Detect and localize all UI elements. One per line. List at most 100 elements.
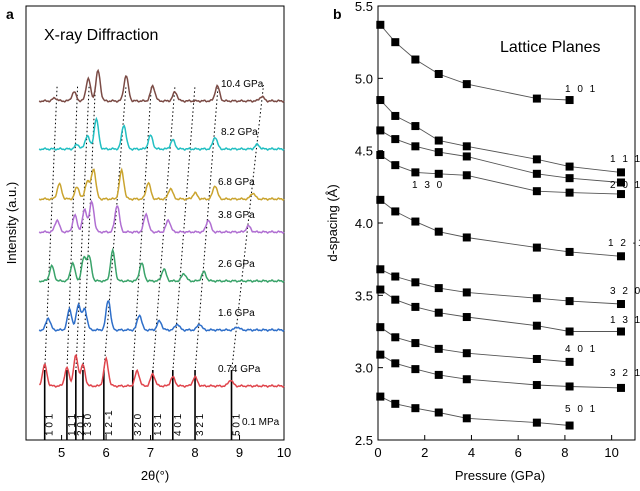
lattice-point xyxy=(411,278,420,287)
xrd-x-tick-label: 5 xyxy=(58,445,65,460)
lattice-point xyxy=(376,350,385,359)
lattice-point xyxy=(462,375,471,384)
lattice-point xyxy=(532,94,541,103)
lattice-y-tick-label: 4.5 xyxy=(355,144,373,159)
lattice-point xyxy=(434,344,443,353)
xrd-plot-frame xyxy=(25,5,285,441)
lattice-x-axis-label: Pressure (GPa) xyxy=(455,468,545,483)
hkl-label: 3 2 1 xyxy=(195,413,206,436)
lattice-point xyxy=(616,383,625,392)
hkl-label: 1 0 1 xyxy=(45,413,56,436)
lattice-point xyxy=(434,284,443,293)
lattice-y-axis-label: d-spacing (Å) xyxy=(325,184,340,261)
lattice-point xyxy=(376,126,385,135)
lattice-point xyxy=(434,370,443,379)
lattice-point xyxy=(565,421,574,430)
lattice-point xyxy=(462,171,471,180)
xrd-curve xyxy=(38,116,285,151)
plane-label: 1 2 -1 xyxy=(608,238,640,249)
lattice-point xyxy=(462,288,471,297)
xrd-curve xyxy=(38,167,285,201)
hkl-label: 2 0 1 xyxy=(76,413,87,436)
xrd-x-tick-label: 10 xyxy=(277,445,291,460)
lattice-x-tick-label: 6 xyxy=(515,445,522,460)
lattice-x-tick-label: 10 xyxy=(604,445,618,460)
lattice-point xyxy=(462,313,471,322)
lattice-point xyxy=(616,327,625,336)
pressure-label: 8.2 GPa xyxy=(221,127,258,138)
lattice-point xyxy=(565,297,574,306)
peak-guide-line xyxy=(66,84,79,373)
xrd-x-tick-label: 8 xyxy=(191,445,198,460)
lattice-point xyxy=(462,349,471,358)
xrd-curve xyxy=(38,247,285,283)
xrd-title: X-ray Diffraction xyxy=(44,27,158,44)
lattice-point xyxy=(565,162,574,171)
lattice-point xyxy=(411,302,420,311)
pressure-label: 1.6 GPa xyxy=(218,308,255,319)
xrd-panel: X-ray Diffraction Intensity (a.u.) 2θ(°)… xyxy=(4,5,291,483)
lattice-point xyxy=(616,300,625,309)
lattice-point xyxy=(565,96,574,105)
plane-label: 1 3 1 xyxy=(610,315,640,326)
lattice-point xyxy=(532,243,541,252)
lattice-point xyxy=(376,195,385,204)
xrd-curve xyxy=(38,300,285,332)
lattice-point xyxy=(565,357,574,366)
lattice-point xyxy=(391,399,400,408)
lattice-point xyxy=(376,151,385,160)
plane-label: 1 0 1 xyxy=(565,84,597,95)
lattice-y-tick-label: 5.0 xyxy=(355,71,373,86)
xrd-x-ticks: 5 6 7 8 9 10 xyxy=(58,435,291,460)
lattice-line xyxy=(379,24,570,101)
lattice-point xyxy=(532,381,541,390)
panel-a-letter: a xyxy=(6,6,14,22)
lattice-point xyxy=(376,96,385,105)
xrd-curve xyxy=(38,353,285,388)
lattice-line xyxy=(379,99,622,173)
lattice-point xyxy=(565,174,574,183)
plane-label: 3 2 0 xyxy=(610,286,640,297)
pressure-label: 3.8 GPa xyxy=(218,210,255,221)
lattice-point xyxy=(434,169,443,178)
lattice-point xyxy=(462,142,471,151)
peak-guide-line xyxy=(82,84,96,373)
lattice-point xyxy=(532,321,541,330)
xrd-x-tick-label: 9 xyxy=(236,445,243,460)
xrd-x-tick-label: 7 xyxy=(147,445,154,460)
lattice-point xyxy=(565,382,574,391)
lattice-line xyxy=(380,396,570,426)
pressure-label: 2.6 GPa xyxy=(218,259,255,270)
plane-label: 1 3 0 xyxy=(412,180,444,191)
lattice-point xyxy=(462,414,471,423)
lattice-point xyxy=(565,188,574,197)
lattice-x-tick-label: 8 xyxy=(561,445,568,460)
lattice-point xyxy=(411,404,420,413)
lattice-series: 1 0 1 1 1 1 2 0 1 1 3 0 1 2 -1 3 2 0 1 3 1 4 0 … xyxy=(376,20,640,430)
lattice-point xyxy=(434,308,443,317)
hkl-label: 4 0 1 xyxy=(173,413,184,436)
lattice-point xyxy=(434,148,443,157)
hkl-label: 5 0 1 xyxy=(232,413,243,436)
lattice-y-tick-label: 4.0 xyxy=(355,216,373,231)
lattice-point xyxy=(462,80,471,89)
lattice-y-tick-label: 5.5 xyxy=(355,0,373,14)
lattice-point xyxy=(616,168,625,177)
lattice-point xyxy=(616,178,625,187)
lattice-point xyxy=(532,418,541,427)
xrd-x-axis-label: 2θ(°) xyxy=(141,468,169,483)
xrd-x-tick-label: 6 xyxy=(102,445,109,460)
xrd-y-axis-label: Intensity (a.u.) xyxy=(4,182,19,264)
lattice-point xyxy=(434,136,443,145)
lattice-point xyxy=(462,152,471,161)
lattice-point xyxy=(376,285,385,294)
plane-label: 2 0 1 xyxy=(610,180,640,191)
plane-label: 1 1 1 xyxy=(610,154,640,165)
peak-guide-line xyxy=(194,84,219,373)
lattice-point xyxy=(532,187,541,196)
lattice-point xyxy=(411,339,420,348)
hkl-label: 3 2 0 xyxy=(133,413,144,436)
plane-label: 4 0 1 xyxy=(565,344,597,355)
pressure-label: 6.8 GPa xyxy=(218,177,255,188)
